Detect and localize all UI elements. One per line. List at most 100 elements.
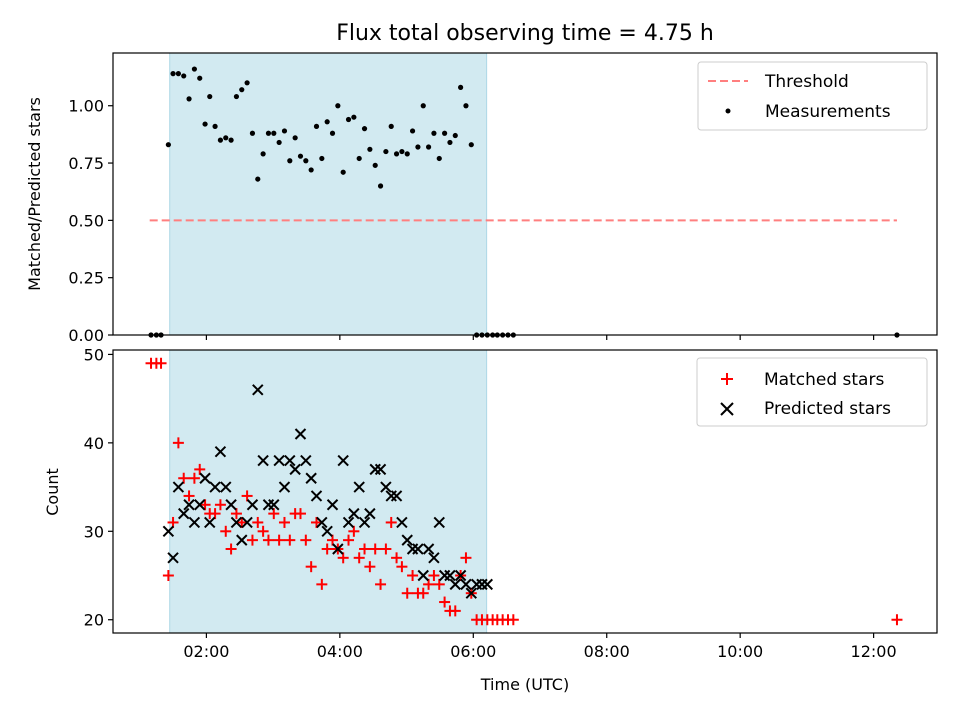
predicted-star-point [268,499,280,511]
predicted-star-point [444,569,456,582]
legend-matched-swatch [721,373,733,385]
matched-star-point [359,543,371,555]
measurement-point [335,103,341,109]
matched-star-point [423,578,435,590]
bottom-legend-box [696,357,928,427]
measurement-point [244,80,250,86]
measurement-point [292,135,298,141]
matched-star-point [194,463,206,475]
measurement-point [458,84,464,90]
measurement-point [186,96,192,102]
measurement-point [377,183,384,189]
matched-star-point [209,508,221,520]
legend-measurements-label: Measurements [765,102,891,122]
matched-star-point [391,552,403,564]
measurement-point [425,144,432,150]
measurement-point [367,146,373,152]
top-plot-frame [112,52,938,336]
legend-threshold-label: Threshold [764,72,849,92]
matched-star-point [236,516,248,528]
measurement-point [319,155,325,162]
matched-star-point [246,534,258,546]
predicted-star-point [348,507,360,520]
predicted-star-point [273,454,285,467]
matched-star-point [369,543,381,555]
measurement-point [212,123,218,129]
predicted-star-point [172,481,185,493]
matched-star-point [364,561,376,573]
predicted-star-point [209,481,221,493]
top-y-tick-label: 0.00 [68,326,104,345]
measurement-point [271,130,277,136]
measurement-point [297,153,304,159]
matched-star-point [268,508,280,520]
matched-star-point [199,499,211,511]
predicted-star-point [332,543,344,555]
top-shade-rect [169,52,488,336]
predicted-star-point [326,499,339,511]
matched-star-point [262,534,274,546]
matched-star-point [220,525,232,537]
predicted-star-point [310,490,323,502]
legend-measurements-swatch [725,108,731,114]
predicted-star-point [454,569,467,582]
measurement-point [463,103,469,109]
measurement-point [436,155,442,162]
measurement-point [170,71,176,77]
bottom-x-axis: 02:00 04:00 06:00 08:00 10:00 12:00 [183,633,897,661]
measurement-point [217,137,224,143]
measurement-point [415,144,421,150]
bottom-y-tick-label: 20 [84,611,104,630]
legend-matched-label: Matched stars [764,370,884,390]
predicted-star-point [194,499,206,511]
measurement-point [233,93,240,100]
predicted-star-point [305,472,317,484]
matched-star-point [252,516,264,528]
matched-star-point [214,499,226,511]
measurement-point [239,87,245,93]
predicted-star-point [199,472,211,484]
x-tick-label: 12:00 [851,642,897,661]
predicted-stars-marks [162,384,494,599]
measurement-point [255,176,261,182]
matched-star-point [507,614,519,626]
matched-star-point [439,596,451,608]
top-y-axis: 0.00 0.25 0.50 0.75 1.00 [68,97,113,345]
measurement-point [265,130,272,136]
predicted-star-point [433,516,445,529]
matched-star-point [433,578,445,590]
predicted-star-point [449,578,461,591]
matched-star-point [310,516,322,528]
predicted-star-point [220,481,232,493]
matched-star-point [407,570,419,582]
matched-star-point [257,525,269,537]
matched-star-point [178,472,190,484]
matched-star-point [183,490,195,502]
measurement-point [442,130,448,136]
matched-star-point [284,534,296,546]
predicted-star-point [364,507,376,520]
bottom-plot-frame [112,349,938,634]
matched-star-point [305,561,317,573]
measurement-point [340,169,346,175]
predicted-star-point [465,587,477,599]
matched-star-point [241,490,253,502]
predicted-star-point [316,516,328,529]
measurement-point [313,123,320,129]
top-y-tick-label: 1.00 [68,97,104,116]
predicted-star-point [162,525,175,538]
predicted-star-point [188,516,201,529]
matched-star-point [428,570,440,582]
predicted-star-point [412,543,424,555]
top-y-axis-label: Matched/Predicted stars [25,97,44,291]
measurement-point [175,71,181,77]
measurement-point [249,130,256,136]
matched-star-point [460,552,472,564]
matched-star-point [337,552,349,564]
figure-title: Flux total observing time = 4.75 h [336,21,714,46]
measurement-point [181,73,187,79]
predicted-star-point [417,569,429,582]
bottom-y-tick-label: 40 [84,434,104,453]
